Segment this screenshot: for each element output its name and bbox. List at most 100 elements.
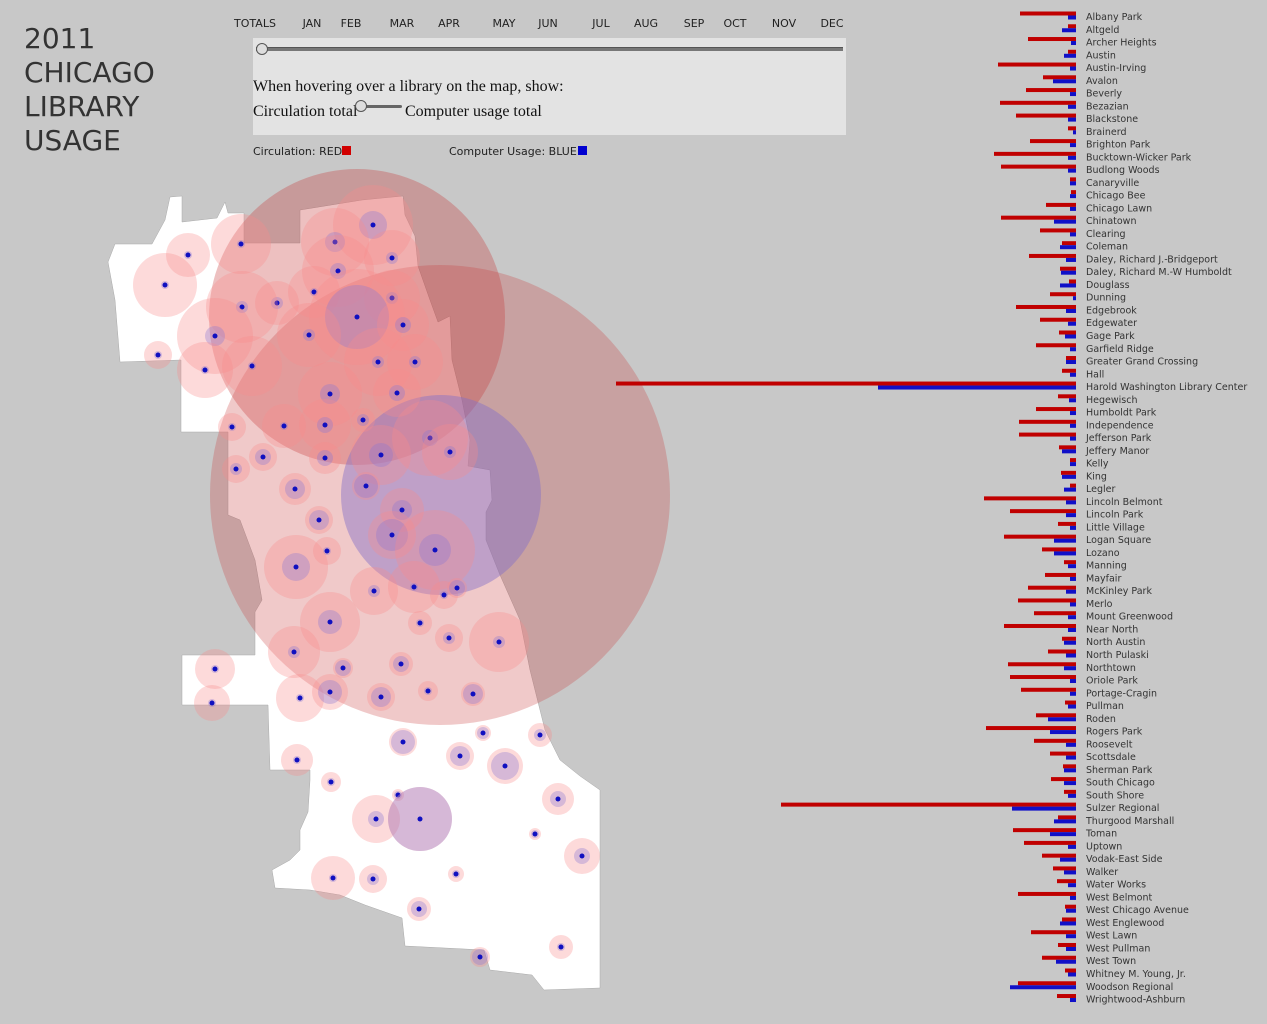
library-dot[interactable] bbox=[417, 620, 423, 626]
library-label[interactable]: Whitney M. Young, Jr. bbox=[1086, 969, 1186, 980]
circulation-bar[interactable] bbox=[1048, 649, 1076, 654]
library-dot[interactable] bbox=[394, 390, 400, 396]
library-label[interactable]: Austin-Irving bbox=[1086, 63, 1146, 74]
circulation-bar[interactable] bbox=[1010, 675, 1076, 680]
library-large-circle[interactable] bbox=[210, 265, 670, 725]
circulation-bar[interactable] bbox=[1071, 190, 1076, 195]
circulation-bar[interactable] bbox=[1060, 266, 1076, 271]
month-sep[interactable]: SEP bbox=[683, 17, 705, 30]
computer-usage-bar[interactable] bbox=[1070, 143, 1076, 148]
circulation-bar[interactable] bbox=[1030, 139, 1076, 144]
library-label[interactable]: West Chicago Avenue bbox=[1086, 905, 1189, 916]
computer-usage-bar[interactable] bbox=[1066, 257, 1076, 262]
computer-usage-bar[interactable] bbox=[1064, 487, 1076, 492]
computer-usage-bar[interactable] bbox=[1073, 296, 1076, 301]
display-toggle[interactable] bbox=[358, 105, 402, 108]
circulation-bar[interactable] bbox=[1042, 955, 1076, 960]
computer-usage-bar[interactable] bbox=[1062, 28, 1076, 33]
library-dot[interactable] bbox=[322, 422, 328, 428]
computer-usage-bar[interactable] bbox=[1068, 793, 1076, 798]
computer-usage-bar[interactable] bbox=[1070, 206, 1076, 211]
library-label[interactable]: Rogers Park bbox=[1086, 727, 1143, 738]
circulation-bar[interactable] bbox=[1024, 840, 1076, 845]
month-jul[interactable]: JUL bbox=[592, 17, 610, 30]
library-dot[interactable] bbox=[297, 695, 303, 701]
library-label[interactable]: Humboldt Park bbox=[1086, 408, 1157, 419]
computer-usage-bar[interactable] bbox=[1068, 844, 1076, 849]
library-label[interactable]: Edgewater bbox=[1086, 318, 1137, 329]
circulation-bar[interactable] bbox=[1019, 432, 1076, 437]
library-label[interactable]: Chicago Lawn bbox=[1086, 203, 1152, 214]
library-label[interactable]: Lincoln Belmont bbox=[1086, 497, 1163, 508]
library-label[interactable]: Dunning bbox=[1086, 293, 1126, 304]
circulation-bar[interactable] bbox=[1064, 789, 1076, 794]
month-aug[interactable]: AUG bbox=[633, 17, 659, 30]
library-label[interactable]: Walker bbox=[1086, 867, 1118, 878]
computer-usage-bar[interactable] bbox=[1070, 525, 1076, 530]
library-label[interactable]: South Chicago bbox=[1086, 778, 1155, 789]
computer-usage-bar[interactable] bbox=[1068, 972, 1076, 977]
computer-usage-bar[interactable] bbox=[878, 385, 1076, 390]
computer-usage-bar[interactable] bbox=[1070, 372, 1076, 377]
library-dot[interactable] bbox=[432, 547, 438, 553]
library-label[interactable]: Thurgood Marshall bbox=[1085, 816, 1174, 827]
circulation-bar[interactable] bbox=[1059, 445, 1076, 450]
library-label[interactable]: Albany Park bbox=[1086, 12, 1143, 23]
circulation-bar[interactable] bbox=[1020, 11, 1076, 16]
library-label[interactable]: Beverly bbox=[1086, 89, 1122, 100]
circulation-bar[interactable] bbox=[1065, 700, 1076, 705]
library-dot[interactable] bbox=[233, 466, 239, 472]
library-label[interactable]: Bucktown-Wicker Park bbox=[1086, 152, 1192, 163]
month-apr[interactable]: APR bbox=[438, 17, 460, 30]
timeline-slider-handle[interactable] bbox=[256, 43, 268, 55]
library-dot[interactable] bbox=[446, 635, 452, 641]
circulation-bar[interactable] bbox=[1034, 611, 1076, 616]
computer-usage-bar[interactable] bbox=[1070, 194, 1076, 199]
circulation-bar[interactable] bbox=[1058, 815, 1076, 820]
circulation-bar[interactable] bbox=[1026, 88, 1076, 93]
library-dot[interactable] bbox=[294, 757, 300, 763]
library-dot[interactable] bbox=[212, 666, 218, 672]
computer-usage-bar[interactable] bbox=[1064, 781, 1076, 786]
circulation-bar[interactable] bbox=[1051, 777, 1076, 782]
library-label[interactable]: Kelly bbox=[1086, 459, 1109, 470]
library-label[interactable]: McKinley Park bbox=[1086, 586, 1152, 597]
computer-usage-bar[interactable] bbox=[1054, 219, 1076, 224]
library-label[interactable]: West Belmont bbox=[1086, 892, 1152, 903]
computer-usage-bar[interactable] bbox=[1064, 666, 1076, 671]
computer-usage-bar[interactable] bbox=[1071, 41, 1076, 46]
library-label[interactable]: Lincoln Park bbox=[1086, 510, 1144, 521]
circulation-bar[interactable] bbox=[1058, 394, 1076, 399]
library-label[interactable]: King bbox=[1086, 471, 1107, 482]
computer-usage-bar[interactable] bbox=[1056, 959, 1076, 964]
circulation-bar[interactable] bbox=[1031, 930, 1076, 935]
computer-usage-bar[interactable] bbox=[1012, 806, 1076, 811]
timeline-slider[interactable] bbox=[256, 47, 843, 51]
computer-usage-bar[interactable] bbox=[1070, 462, 1076, 467]
circulation-bar[interactable] bbox=[1004, 623, 1076, 628]
computer-usage-bar[interactable] bbox=[1070, 92, 1076, 97]
library-dot[interactable] bbox=[395, 792, 401, 798]
library-label[interactable]: Archer Heights bbox=[1086, 38, 1157, 49]
library-label[interactable]: Hall bbox=[1086, 369, 1104, 380]
circulation-bar[interactable] bbox=[1001, 164, 1076, 169]
circulation-bar[interactable] bbox=[1046, 202, 1076, 207]
computer-usage-bar[interactable] bbox=[1070, 691, 1076, 696]
library-dot[interactable] bbox=[293, 564, 299, 570]
circulation-bar[interactable] bbox=[1036, 407, 1076, 412]
library-label[interactable]: Garfield Ridge bbox=[1086, 344, 1154, 355]
computer-usage-bar[interactable] bbox=[1070, 423, 1076, 428]
library-dot[interactable] bbox=[185, 252, 191, 258]
circulation-bar[interactable] bbox=[994, 151, 1076, 156]
library-dot[interactable] bbox=[260, 454, 266, 460]
month-jan[interactable]: JAN bbox=[302, 17, 322, 30]
library-label[interactable]: Harold Washington Library Center bbox=[1086, 382, 1247, 393]
computer-usage-bar[interactable] bbox=[1068, 104, 1076, 109]
computer-usage-bar[interactable] bbox=[1048, 717, 1076, 722]
library-label[interactable]: Pullman bbox=[1086, 701, 1124, 712]
library-label[interactable]: South Shore bbox=[1086, 790, 1144, 801]
computer-usage-bar[interactable] bbox=[1065, 334, 1076, 339]
library-label[interactable]: Daley, Richard M.-W Humboldt bbox=[1086, 267, 1232, 278]
computer-usage-bar[interactable] bbox=[1068, 627, 1076, 632]
circulation-bar[interactable] bbox=[1034, 738, 1076, 743]
